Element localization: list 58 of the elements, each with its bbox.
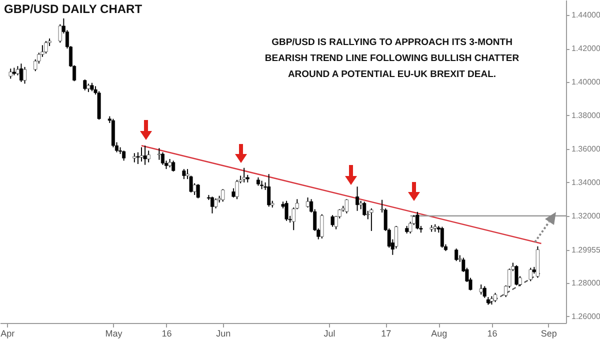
candlestick [370, 208, 374, 232]
x-tick-label: 17 [381, 328, 392, 338]
candlestick [160, 152, 164, 166]
annotation: GBP/USD IS RALLYING TO APPROACH ITS 3-MONTH BEARISH TREND LINE FOLLOWING BULLISH CHATTER AROUND A POTENTIAL EU-UK BREXIT DEAL. [264, 37, 520, 80]
candlestick [19, 63, 23, 83]
candlestick [356, 186, 360, 212]
candlestick [221, 188, 225, 202]
y-tick-label: 1.40000 [572, 78, 600, 87]
candlestick [284, 200, 288, 222]
candlestick [196, 184, 200, 199]
candlestick [157, 148, 161, 160]
y-tick-label: 1.32000 [572, 211, 600, 220]
candlestick [8, 68, 12, 80]
x-tick-label: May [105, 328, 123, 338]
candlestick [440, 226, 444, 248]
y-tick-label: 1.26000 [572, 312, 600, 321]
chart-title: GBP/USD DAILY CHART [4, 2, 143, 16]
candlestick [214, 198, 218, 209]
x-tick-label: 16 [162, 328, 172, 338]
candlestick [479, 284, 483, 296]
candlestick [136, 152, 140, 165]
candlestick [210, 196, 214, 214]
x-tick-label: Sep [540, 328, 557, 338]
y-tick-label: 1.29955 [572, 246, 600, 255]
candlestick [494, 292, 497, 303]
candlestick [235, 179, 239, 200]
y-tick-label: 1.34000 [572, 178, 600, 187]
y-tick-label: 1.28000 [572, 278, 600, 288]
y-tick-label: 1.42000 [572, 44, 600, 54]
candlestick [132, 152, 136, 163]
candlestick [416, 211, 420, 230]
candlestick [514, 264, 518, 286]
x-tick-label: 16 [487, 328, 498, 338]
candlestick [454, 248, 458, 262]
candlestick [320, 214, 324, 239]
candlestick [23, 66, 27, 84]
candlestick [44, 40, 48, 54]
candlestick [482, 286, 486, 298]
candlestick [182, 168, 186, 180]
candlestick [362, 201, 366, 216]
candlestick [267, 174, 271, 208]
x-tick-label: Jun [216, 328, 231, 338]
candlestick [143, 145, 147, 166]
candlestick [306, 196, 310, 208]
candlestick [83, 78, 87, 91]
candlestick [122, 150, 126, 162]
candlestick [528, 267, 532, 282]
x-tick-label: Aug [431, 328, 448, 338]
y-tick-label: 1.44000 [572, 10, 600, 20]
candlestick [242, 167, 246, 183]
candlestick [172, 160, 176, 172]
y-tick-label: 1.36000 [572, 144, 600, 154]
x-tick-label: Jul [324, 328, 336, 338]
candlestick [140, 146, 144, 162]
candlestick [330, 214, 334, 228]
candlestick [344, 198, 348, 214]
y-tick-label: 1.38000 [572, 110, 600, 120]
x-tick-label: Apr [0, 328, 15, 338]
